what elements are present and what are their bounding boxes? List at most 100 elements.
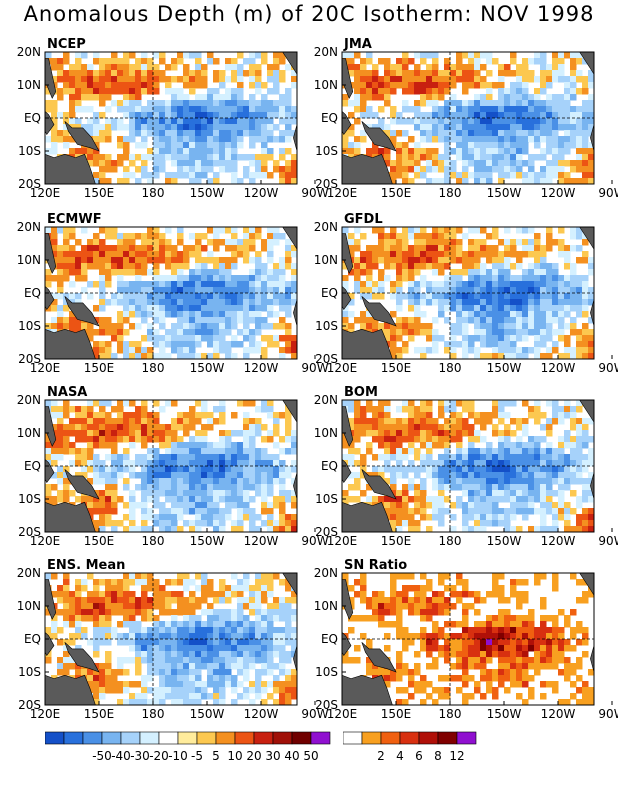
- colorbar-swatch: [120, 731, 141, 745]
- colorbar-swatch: [82, 731, 103, 745]
- lon-tick-label: 150E: [381, 186, 412, 200]
- land-masses: [45, 400, 297, 532]
- lon-tick-label: 120E: [327, 186, 358, 200]
- lat-tick-label: 10S: [18, 144, 41, 158]
- colorbar-label: 4: [396, 749, 404, 763]
- lon-tick-label: 150W: [487, 361, 522, 375]
- lat-tick-label: 10S: [18, 665, 41, 679]
- colorbar-label: 10: [227, 749, 242, 763]
- figure-title: Anomalous Depth (m) of 20C Isotherm: NOV…: [23, 2, 595, 26]
- lat-tick-label: 20N: [17, 45, 41, 59]
- lat-tick-label: EQ: [24, 286, 41, 300]
- lat-tick-label: 10N: [17, 426, 41, 440]
- lat-tick-label: 20N: [17, 220, 41, 234]
- land-masses: [342, 400, 594, 532]
- panel-title: JMA: [343, 37, 372, 52]
- panel-title: ENS. Mean: [47, 558, 125, 573]
- lat-tick-label: 20S: [18, 698, 41, 712]
- anomaly-field: [45, 227, 297, 359]
- reference-lines: [342, 400, 594, 532]
- panel-ens-mean: 20N 10N EQ 10S 20S 120E 150E 180 150W 120W 90W ENS.…: [5, 553, 329, 728]
- lon-tick-label: 90W: [598, 361, 618, 375]
- reference-lines: [342, 227, 594, 359]
- panel-nasa: 20N 10N EQ 10S 20S 120E 150E 180 150W 120W 90W NASA: [5, 380, 329, 555]
- reference-lines: [45, 52, 297, 184]
- panel-title: SN Ratio: [344, 558, 407, 573]
- lon-tick-label: 90W: [301, 534, 328, 548]
- lon-tick-label: 150E: [381, 707, 412, 721]
- lat-tick-label: 20N: [17, 566, 41, 580]
- colorbar-label: 5: [212, 749, 220, 763]
- lat-tick-label: 10N: [17, 78, 41, 92]
- lon-tick-label: 90W: [301, 707, 328, 721]
- anomaly-field: [45, 52, 297, 184]
- lat-tick-label: 20S: [315, 525, 338, 539]
- colorbar-swatch: [380, 731, 401, 745]
- lon-tick-label: 180: [142, 186, 165, 200]
- colorbar-swatch: [253, 731, 274, 745]
- colorbar-label: -5: [191, 749, 203, 763]
- colorbar-label: -40: [111, 749, 131, 763]
- colorbar-label: 30: [265, 749, 280, 763]
- colorbar-swatch: [342, 731, 363, 745]
- colorbar-swatch: [310, 731, 331, 745]
- lon-tick-label: 120W: [541, 186, 576, 200]
- lat-tick-label: 10S: [18, 492, 41, 506]
- lon-tick-label: 120E: [30, 186, 61, 200]
- lat-tick-label: 20S: [18, 352, 41, 366]
- depth-colorbar: -50 -40 -30 -20 -10 -5 5 10 20 30 40 50: [44, 730, 345, 769]
- lon-tick-label: 150W: [487, 534, 522, 548]
- panel-title: ECMWF: [47, 212, 102, 227]
- lat-tick-label: EQ: [321, 111, 338, 125]
- lon-tick-label: 150W: [487, 186, 522, 200]
- colorbar-label: -50: [92, 749, 112, 763]
- reference-lines: [45, 227, 297, 359]
- anomaly-field: [342, 400, 594, 532]
- lat-tick-label: 20S: [315, 698, 338, 712]
- colorbar-swatch: [291, 731, 312, 745]
- lon-tick-label: 120E: [327, 707, 358, 721]
- lon-tick-label: 120E: [30, 361, 61, 375]
- colorbar-swatch: [272, 731, 293, 745]
- lon-tick-label: 120E: [30, 707, 61, 721]
- lat-tick-label: EQ: [321, 286, 338, 300]
- lat-tick-label: 10N: [314, 426, 338, 440]
- colorbar-label: 20: [246, 749, 261, 763]
- land-masses: [342, 52, 594, 184]
- colorbar-swatch: [177, 731, 198, 745]
- lon-tick-label: 150W: [487, 707, 522, 721]
- colorbar-swatch: [63, 731, 84, 745]
- lat-tick-label: 10S: [18, 319, 41, 333]
- lon-tick-label: 150W: [190, 361, 225, 375]
- lon-tick-label: 90W: [301, 186, 328, 200]
- lon-tick-label: 90W: [301, 361, 328, 375]
- lon-tick-label: 150E: [381, 534, 412, 548]
- lon-tick-label: 150W: [190, 186, 225, 200]
- lat-tick-label: 10N: [314, 253, 338, 267]
- panel-title: NCEP: [47, 37, 86, 52]
- colorbar-label: 40: [284, 749, 299, 763]
- lon-tick-label: 90W: [598, 534, 618, 548]
- colorbar-swatch: [234, 731, 255, 745]
- colorbar-swatch: [215, 731, 236, 745]
- lon-tick-label: 180: [142, 534, 165, 548]
- lat-tick-label: 10S: [315, 319, 338, 333]
- colorbar-label: 6: [415, 749, 423, 763]
- anomaly-field: [45, 573, 297, 705]
- lon-tick-label: 120E: [327, 361, 358, 375]
- reference-lines: [45, 573, 297, 705]
- sn-ratio-colorbar: 2 4 6 8 12: [342, 730, 483, 769]
- land-masses: [45, 227, 297, 359]
- lon-tick-label: 120E: [30, 534, 61, 548]
- colorbar-label: 50: [303, 749, 318, 763]
- lon-tick-label: 150E: [84, 361, 115, 375]
- panel-title: GFDL: [344, 212, 383, 227]
- lon-tick-label: 180: [439, 534, 462, 548]
- lon-tick-label: 180: [439, 361, 462, 375]
- lon-tick-label: 120W: [541, 707, 576, 721]
